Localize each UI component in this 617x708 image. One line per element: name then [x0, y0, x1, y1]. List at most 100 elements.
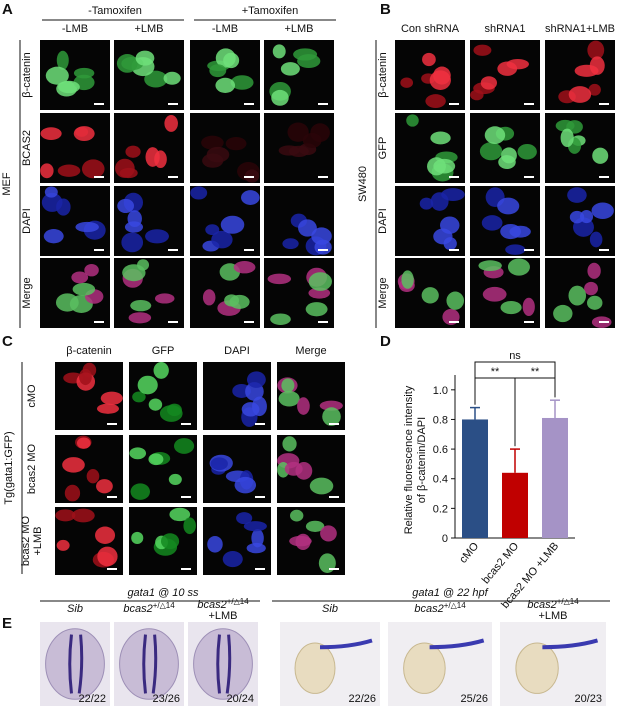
- cell: [553, 304, 573, 323]
- label: Merge: [295, 345, 326, 357]
- significance-bracket: [474, 361, 556, 405]
- micrograph: [470, 40, 540, 110]
- cell: [153, 362, 169, 379]
- micrograph: [470, 258, 540, 328]
- sample-name: Sib: [67, 603, 83, 615]
- cell: [164, 114, 178, 132]
- micrograph: [395, 258, 465, 328]
- cell: [233, 261, 256, 274]
- cell: [64, 484, 81, 502]
- cell: [148, 453, 164, 466]
- cell: [71, 508, 95, 523]
- cell: [441, 188, 465, 202]
- cell: [243, 521, 267, 532]
- name-part: +/△14: [153, 601, 175, 610]
- cell: [117, 198, 135, 214]
- micrograph: [545, 40, 615, 110]
- cell: [506, 58, 529, 70]
- cell: [95, 526, 116, 544]
- name-part: bcas2: [414, 603, 443, 615]
- row-label: Merge: [21, 277, 33, 308]
- cell: [282, 436, 297, 452]
- cell: [287, 122, 309, 142]
- cell: [211, 230, 233, 249]
- significance-label: **: [531, 366, 540, 378]
- row-label: +LMB: [32, 526, 44, 555]
- cell: [71, 271, 89, 284]
- micrograph: [395, 40, 465, 110]
- cell: [86, 468, 100, 484]
- name-part: +/△14: [227, 597, 249, 606]
- cell: [154, 150, 167, 169]
- cell: [130, 483, 150, 500]
- cell: [267, 273, 292, 285]
- cell: [473, 44, 492, 56]
- cell: [284, 461, 303, 476]
- label: +LMB: [134, 23, 163, 35]
- x-tick-label: bcas2 MO: [480, 540, 522, 586]
- cell: [587, 262, 601, 279]
- label: -LMB: [62, 23, 88, 35]
- micrograph: [129, 435, 197, 503]
- panel-label: A: [2, 1, 13, 18]
- cell: [41, 192, 63, 212]
- cell: [421, 287, 439, 304]
- label: GFP: [152, 345, 175, 357]
- name-part: bcas2: [197, 599, 226, 611]
- micrograph: [40, 622, 110, 706]
- sample-name: bcas2+/△14: [197, 597, 249, 611]
- row-label: Tg(gata1:GFP): [3, 431, 15, 504]
- label: +LMB: [284, 23, 313, 35]
- stain: [319, 638, 373, 650]
- label: β-catenin: [66, 345, 111, 357]
- cell: [183, 517, 196, 535]
- cell: [278, 145, 300, 156]
- cell: [517, 143, 537, 160]
- cell: [568, 86, 592, 103]
- row-label: GFP: [377, 137, 389, 160]
- y-tick-label: 0.6: [433, 444, 448, 456]
- micrograph: [114, 622, 184, 706]
- micrograph: [395, 113, 465, 183]
- y-tick-label: 0.2: [433, 503, 448, 515]
- micrograph: [190, 186, 260, 256]
- cell: [116, 54, 138, 73]
- cell: [40, 163, 54, 179]
- micrograph: [277, 362, 345, 430]
- cell: [169, 507, 191, 522]
- cell: [96, 479, 113, 494]
- micrograph: [264, 258, 334, 328]
- cell: [241, 190, 260, 205]
- cell: [271, 89, 289, 106]
- cell: [497, 197, 520, 215]
- cell: [230, 75, 254, 90]
- stain: [216, 634, 232, 694]
- cell: [209, 64, 227, 78]
- cell: [148, 398, 163, 411]
- row-label: Merge: [377, 277, 389, 308]
- micrograph: [388, 622, 492, 706]
- cell: [166, 403, 182, 417]
- micrograph: [190, 40, 260, 110]
- cell: [131, 531, 144, 545]
- cell: [100, 391, 123, 405]
- micrograph: [470, 113, 540, 183]
- name-part: bcas2: [123, 603, 152, 615]
- cell: [130, 299, 152, 312]
- cell: [522, 297, 535, 317]
- row-label: cMO: [26, 384, 38, 408]
- micrograph: [545, 186, 615, 256]
- micrograph: [277, 435, 345, 503]
- micrograph: [55, 362, 123, 430]
- count: 20/23: [574, 693, 602, 705]
- cell: [124, 221, 144, 233]
- row-label: SW480: [357, 166, 369, 202]
- micrograph: [40, 40, 110, 110]
- embryo: [403, 642, 446, 694]
- group-title: gata1 @ 22 hpf: [412, 587, 488, 599]
- micrograph: [395, 186, 465, 256]
- cell: [484, 126, 506, 145]
- cell: [430, 131, 451, 145]
- cell: [297, 397, 310, 415]
